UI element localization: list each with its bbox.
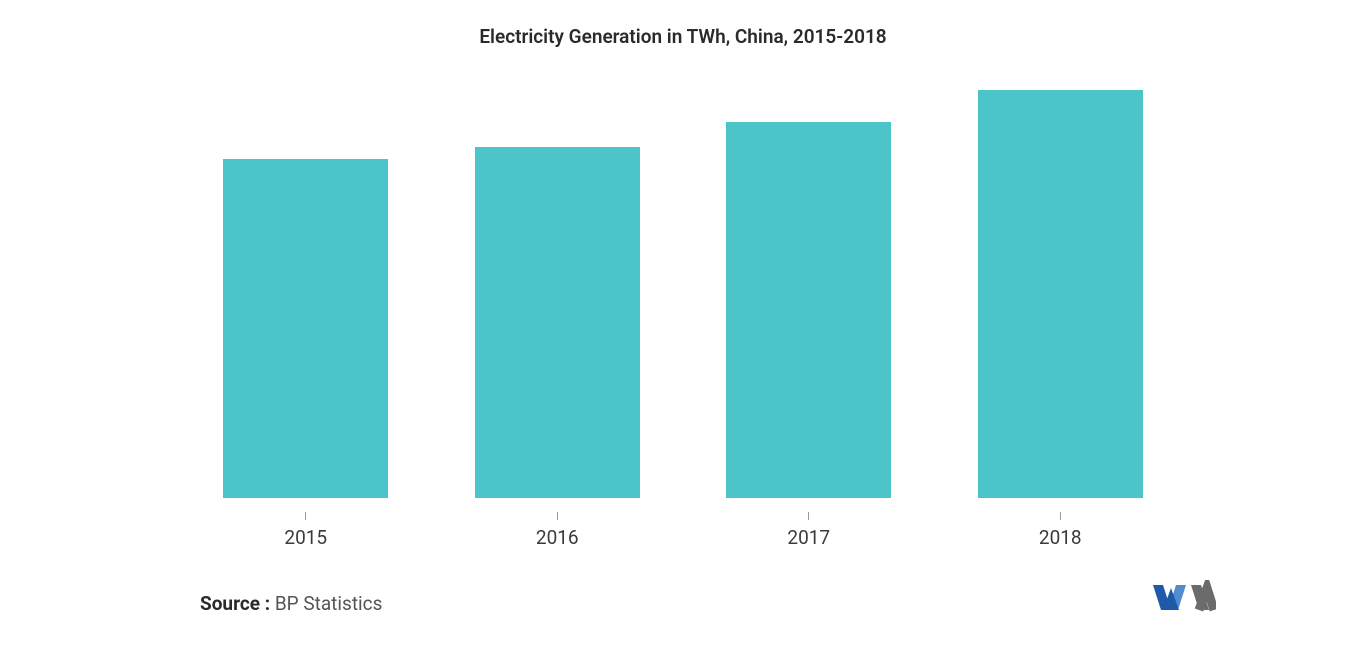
source-text: BP Statistics: [275, 592, 383, 615]
x-tick: 2015: [223, 512, 388, 549]
bar-group: [726, 78, 891, 498]
chart-title: Electricity Generation in TWh, China, 20…: [60, 25, 1306, 48]
source-label: Source :: [200, 592, 270, 615]
bar: [475, 147, 640, 498]
x-axis-label: 2018: [1039, 526, 1082, 549]
bar: [726, 122, 891, 498]
x-axis: 2015 2016 2017 2018: [60, 512, 1306, 549]
tick-line: [1060, 512, 1061, 520]
bar: [978, 90, 1143, 498]
tick-line: [808, 512, 809, 520]
x-tick: 2017: [726, 512, 891, 549]
tick-line: [557, 512, 558, 520]
mi-logo: [1151, 580, 1216, 620]
x-tick: 2016: [475, 512, 640, 549]
x-axis-label: 2016: [536, 526, 579, 549]
chart-container: Electricity Generation in TWh, China, 20…: [0, 0, 1366, 655]
x-axis-label: 2017: [787, 526, 830, 549]
bar: [223, 159, 388, 498]
bar-group: [475, 78, 640, 498]
x-tick: 2018: [978, 512, 1143, 549]
x-axis-label: 2015: [284, 526, 327, 549]
tick-line: [305, 512, 306, 520]
source-attribution: Source : BP Statistics: [200, 592, 382, 615]
bar-group: [223, 78, 388, 498]
bar-group: [978, 78, 1143, 498]
plot-area: [60, 78, 1306, 498]
